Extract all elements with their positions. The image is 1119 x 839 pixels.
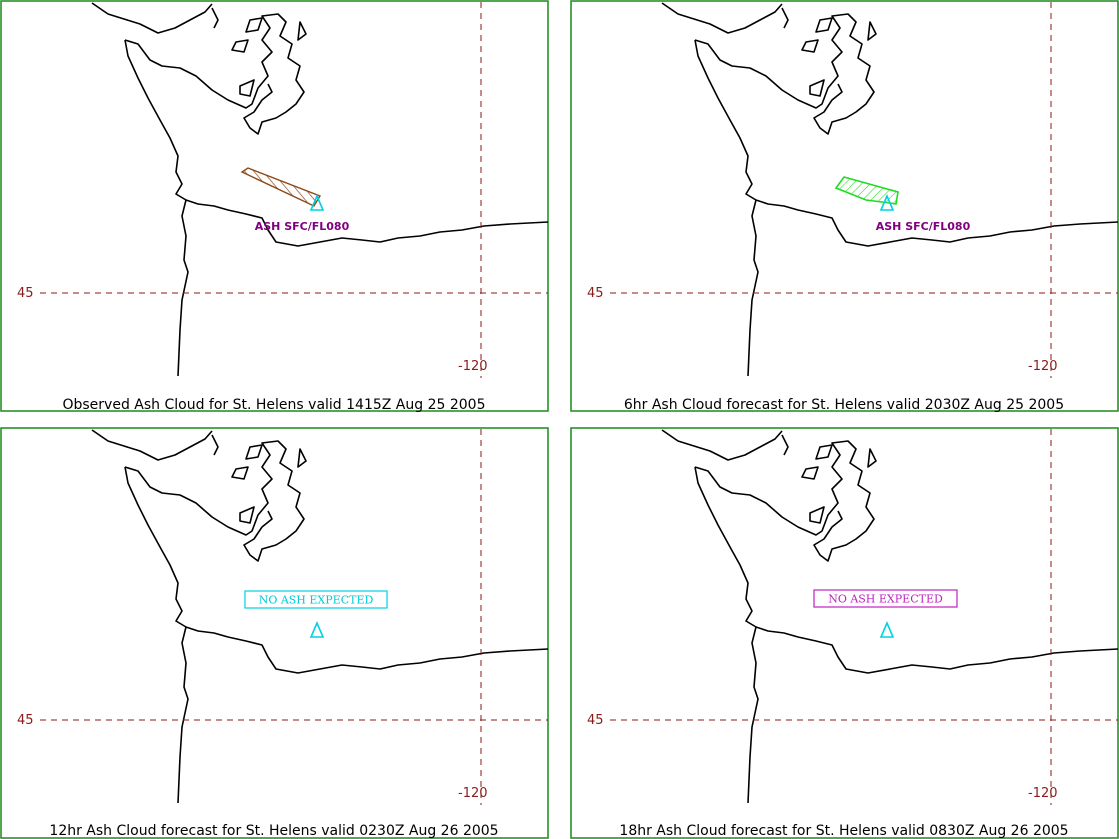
panel-frame	[0, 0, 549, 412]
panel: 45 -120 ASH SFC/FL080 Observed Ash Cloud…	[0, 0, 549, 413]
longitude-label: -120	[458, 359, 488, 374]
panel: 45 -120 ASH SFC/FL080 6hr Ash Cloud fore…	[570, 0, 1119, 413]
latitude-label: 45	[587, 286, 604, 301]
panel: 45 -120 NO ASH EXPECTED 12hr Ash Cloud f…	[0, 427, 549, 839]
longitude-label: -120	[458, 786, 488, 801]
latitude-label: 45	[17, 713, 34, 728]
ash-cloud	[834, 176, 899, 205]
annotation-box	[813, 589, 958, 608]
caption: Observed Ash Cloud for St. Helens valid …	[62, 397, 485, 413]
no-ash-label: NO ASH EXPECTED	[828, 593, 943, 606]
latitude-label: 45	[17, 286, 34, 301]
longitude-label: -120	[1028, 359, 1058, 374]
ash-label: ASH SFC/FL080	[255, 220, 350, 233]
panel-frame	[0, 427, 549, 839]
coastline	[91, 429, 549, 804]
panel: 45 -120 NO ASH EXPECTED 18hr Ash Cloud f…	[570, 427, 1119, 839]
longitude-label: -120	[1028, 786, 1058, 801]
panel-frame	[570, 0, 1119, 412]
coastline	[661, 429, 1119, 804]
volcano	[879, 620, 895, 638]
panel-frame	[570, 427, 1119, 839]
volcano	[309, 620, 325, 638]
latitude-label: 45	[587, 713, 604, 728]
annotation-box	[244, 590, 388, 609]
coastline	[91, 2, 549, 377]
volcano	[309, 193, 325, 211]
caption: 18hr Ash Cloud forecast for St. Helens v…	[619, 823, 1068, 839]
no-ash-label: NO ASH EXPECTED	[259, 594, 374, 607]
caption: 6hr Ash Cloud forecast for St. Helens va…	[624, 397, 1064, 413]
volcano	[879, 193, 895, 211]
ash-label: ASH SFC/FL080	[876, 220, 971, 233]
ash-cloud	[240, 167, 322, 207]
caption: 12hr Ash Cloud forecast for St. Helens v…	[49, 823, 498, 839]
